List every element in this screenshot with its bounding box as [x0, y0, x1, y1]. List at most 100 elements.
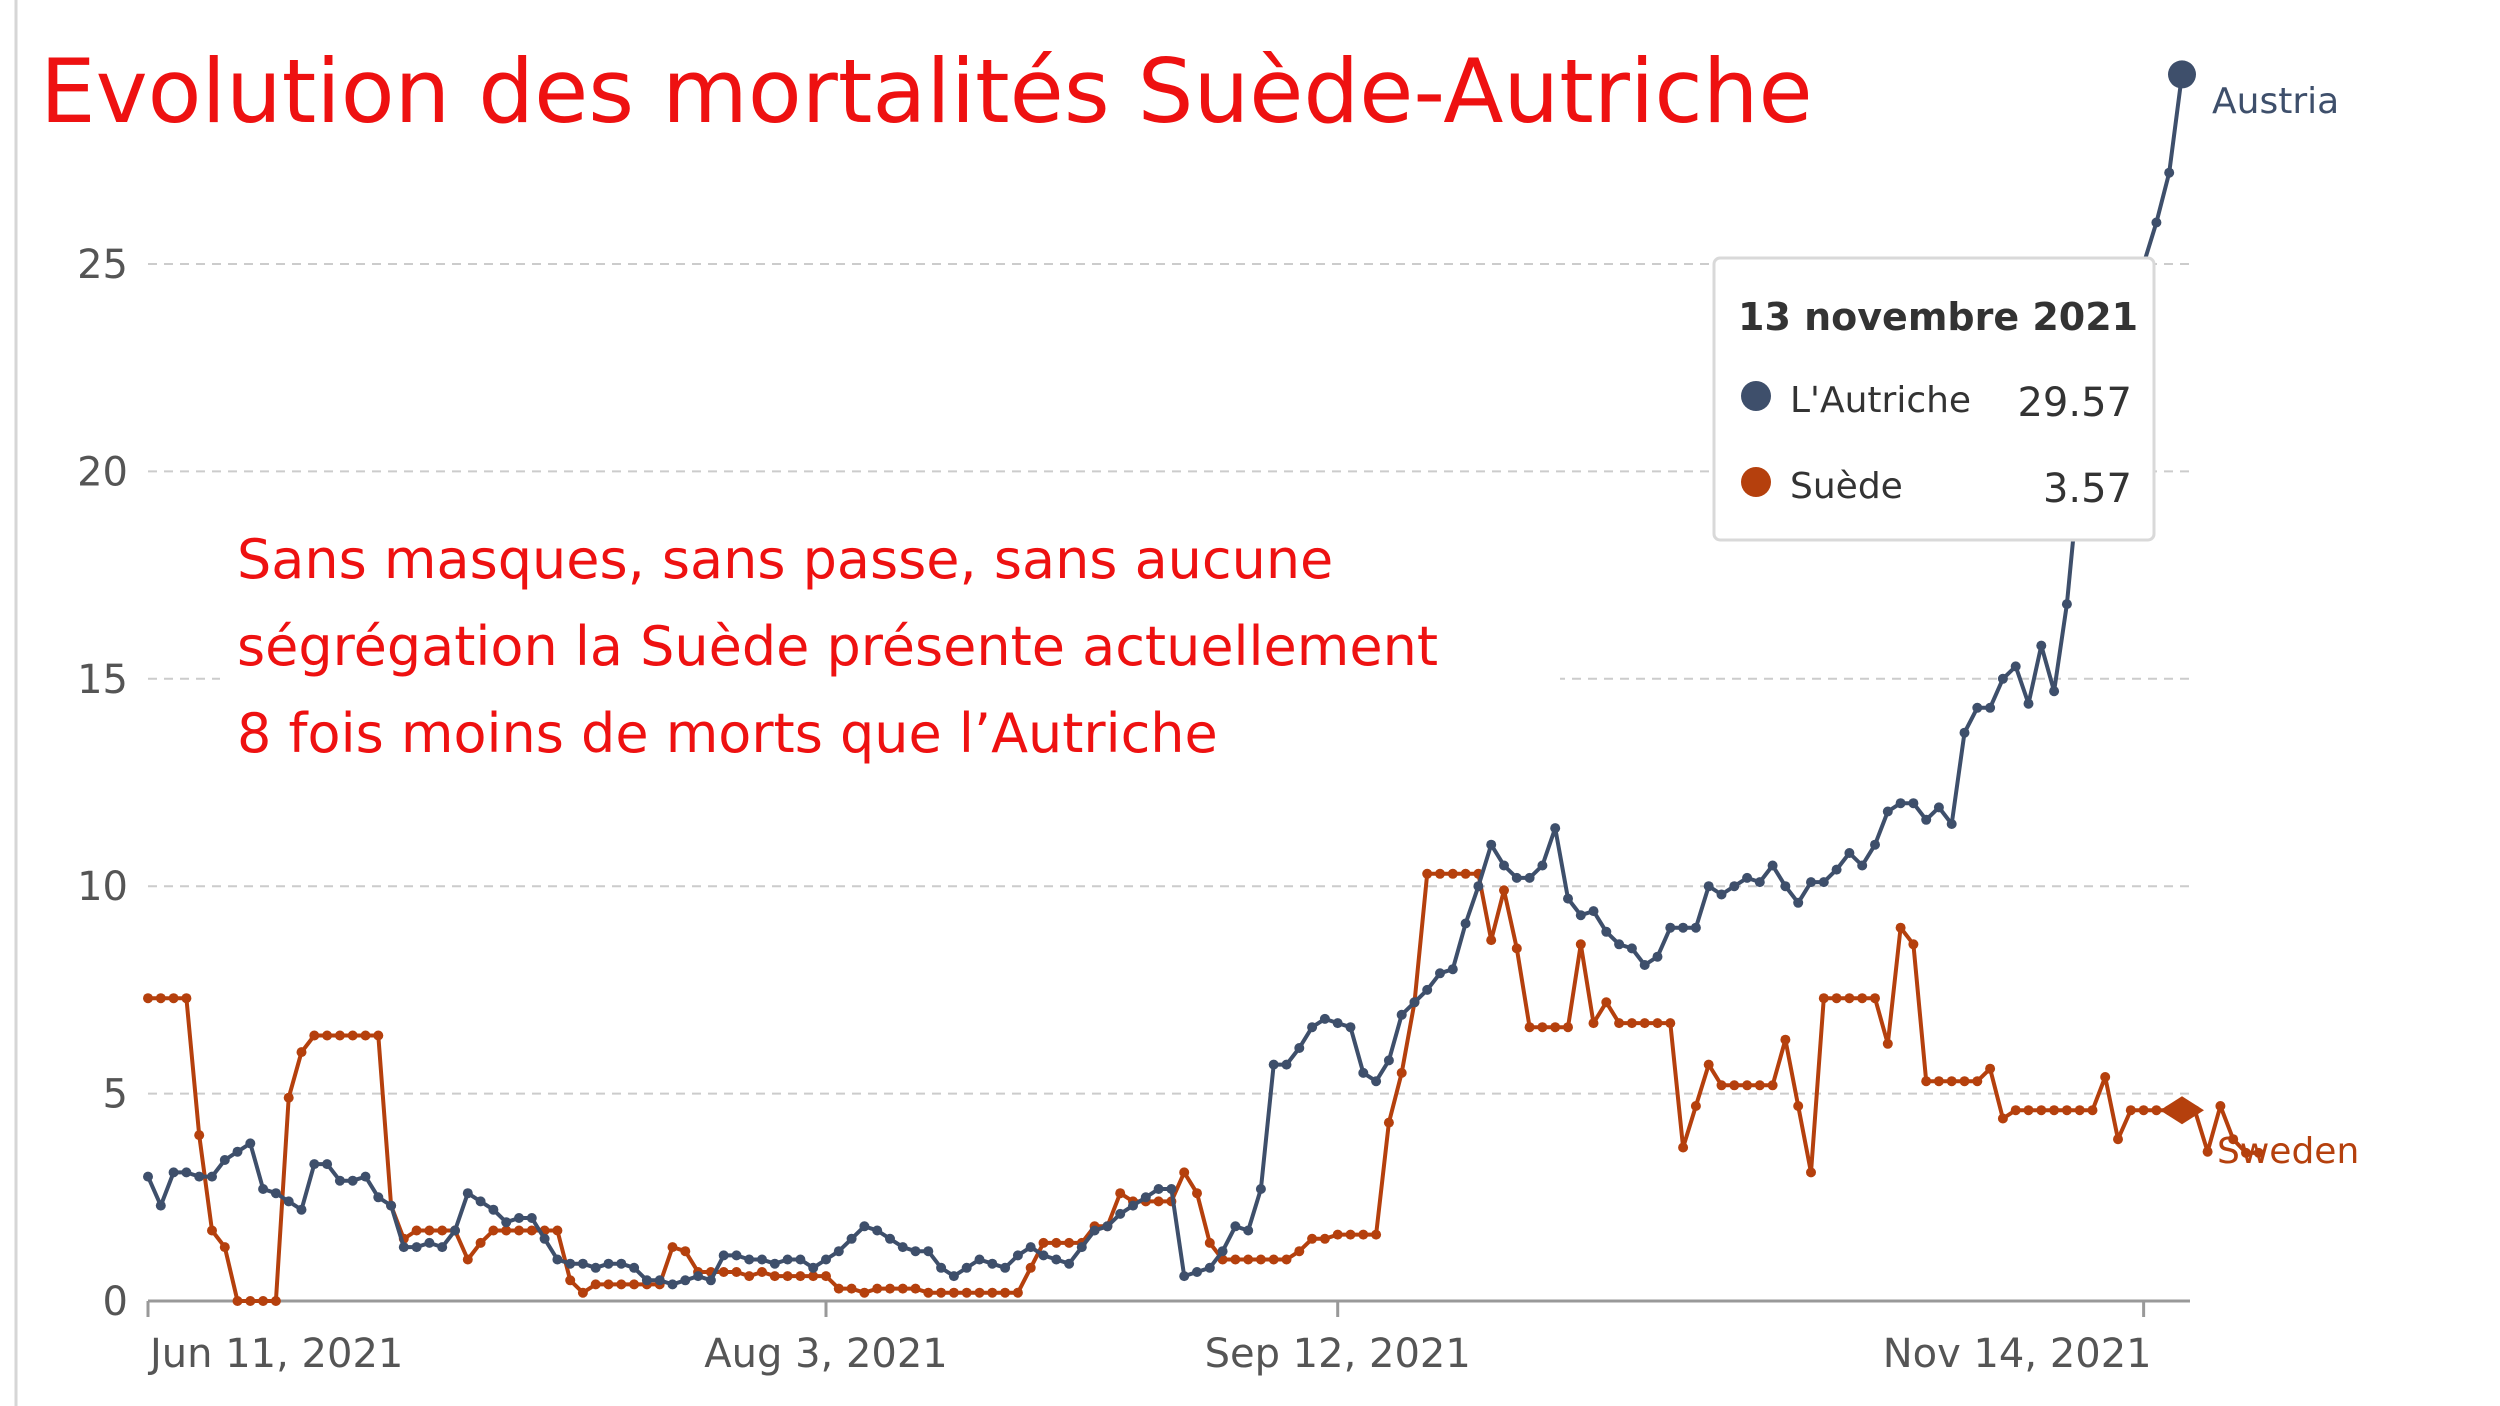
sweden-data-point [1716, 1080, 1727, 1091]
austria-data-point [1089, 1225, 1100, 1236]
sweden-data-point [2215, 1101, 2226, 1111]
austria-data-point [1140, 1192, 1151, 1203]
sweden-data-point [1793, 1101, 1804, 1111]
x-tick-label: Nov 14, 2021 [1883, 1331, 2152, 1377]
austria-data-point [1665, 922, 1676, 933]
sweden-data-point [1946, 1076, 1957, 1087]
austria-data-point [654, 1275, 665, 1286]
austria-data-point [577, 1258, 588, 1269]
austria-data-point [667, 1279, 678, 1290]
austria-data-point [1179, 1271, 1190, 1282]
sweden-data-point [910, 1283, 921, 1294]
austria-data-point [334, 1175, 345, 1186]
austria-data-point [1678, 922, 1689, 933]
sweden-data-point [232, 1296, 243, 1306]
sweden-data-point [1255, 1254, 1266, 1265]
austria-data-point [207, 1171, 217, 1182]
sweden-data-point [2151, 1105, 2162, 1116]
austria-data-point [245, 1138, 256, 1149]
annotation-line-2: ségrégation la Suède présente actuelleme… [237, 615, 1438, 678]
sweden-data-point [2138, 1105, 2149, 1116]
sweden-data-point [1601, 997, 1612, 1008]
austria-data-point [961, 1262, 972, 1273]
austria-data-point [1345, 1022, 1356, 1033]
sweden-data-point [1358, 1229, 1369, 1240]
sweden-data-point [1307, 1233, 1318, 1244]
sweden-data-point [731, 1267, 742, 1277]
annotation-line-1: Sans masques, sans passe, sans aucune [237, 528, 1333, 591]
austria-data-point [168, 1167, 179, 1178]
sweden-data-point [373, 1030, 384, 1041]
austria-data-point [1729, 881, 1740, 892]
sweden-data-point [1051, 1237, 1062, 1248]
austria-data-point [2164, 167, 2175, 178]
austria-data-point [2010, 661, 2021, 672]
austria-data-point [1550, 823, 1561, 834]
sweden-data-point [1447, 868, 1458, 879]
sweden-data-point [334, 1030, 345, 1041]
sweden-data-point [270, 1296, 281, 1306]
austria-data-point [1217, 1246, 1228, 1257]
austria-data-point [552, 1254, 563, 1265]
sweden-data-point [2036, 1105, 2047, 1116]
sweden-data-point [245, 1296, 256, 1306]
austria-data-point [731, 1250, 742, 1261]
austria-data-point [782, 1254, 793, 1265]
austria-data-point [2061, 599, 2072, 610]
austria-data-point [1857, 860, 1868, 871]
austria-data-point [1601, 926, 1612, 937]
sweden-data-point [1115, 1188, 1126, 1199]
austria-data-point [846, 1233, 857, 1244]
sweden-data-point [526, 1225, 537, 1236]
sweden-data-point [923, 1287, 934, 1298]
sweden-data-point [258, 1296, 269, 1306]
sweden-data-point [1153, 1196, 1164, 1207]
sweden-data-point [1754, 1080, 1765, 1091]
austria-data-point [769, 1258, 780, 1269]
austria-data-point [1422, 984, 1433, 995]
sweden-data-point [1959, 1076, 1970, 1087]
austria-data-point [565, 1258, 576, 1269]
austria-data-point [1818, 877, 1829, 888]
austria-data-point [1409, 997, 1420, 1008]
austria-data-point [1371, 1076, 1382, 1087]
austria-data-point [910, 1246, 921, 1257]
austria-data-point [219, 1155, 230, 1165]
sweden-data-point [309, 1030, 320, 1041]
sweden-data-point [1895, 922, 1906, 933]
austria-data-point [1051, 1254, 1062, 1265]
sweden-data-point [616, 1279, 627, 1290]
sweden-data-point [2202, 1146, 2213, 1157]
tooltip-sweden-value: 3.57 [2043, 466, 2132, 512]
sweden-data-point [897, 1283, 908, 1294]
austria-data-point [2036, 640, 2047, 651]
sweden-data-point [1294, 1246, 1305, 1257]
sweden-data-point [2061, 1105, 2072, 1116]
sweden-data-point [2228, 1134, 2239, 1145]
sweden-data-point [322, 1030, 333, 1041]
austria-data-point [923, 1246, 934, 1257]
tooltip-box [1712, 256, 2156, 542]
sweden-data-point [603, 1279, 614, 1290]
sweden-data-point [2125, 1105, 2136, 1116]
austria-data-point [1703, 881, 1714, 892]
sweden-data-point [514, 1225, 524, 1236]
sweden-data-point [1780, 1034, 1791, 1045]
sweden-data-point [718, 1267, 729, 1277]
sweden-data-point [194, 1130, 205, 1141]
sweden-data-point [2253, 1147, 2264, 1158]
austria-data-point [1294, 1043, 1305, 1053]
sweden-data-point [1908, 939, 1919, 950]
sweden-data-point [1767, 1080, 1778, 1091]
tooltip: 13 novembre 2021 L'Autriche 29.57 Suède … [1712, 256, 2156, 542]
austria-data-point [1652, 951, 1663, 962]
sweden-data-point [1319, 1233, 1330, 1244]
sweden-data-point [1588, 1018, 1599, 1029]
sweden-data-point [1064, 1237, 1075, 1248]
austria-data-point [1230, 1221, 1241, 1232]
sweden-data-point [680, 1246, 691, 1257]
austria-data-point [1460, 918, 1471, 929]
annotation-line-3: 8 fois moins de morts que l’Autriche [237, 702, 1218, 765]
austria-data-point [1383, 1055, 1394, 1066]
